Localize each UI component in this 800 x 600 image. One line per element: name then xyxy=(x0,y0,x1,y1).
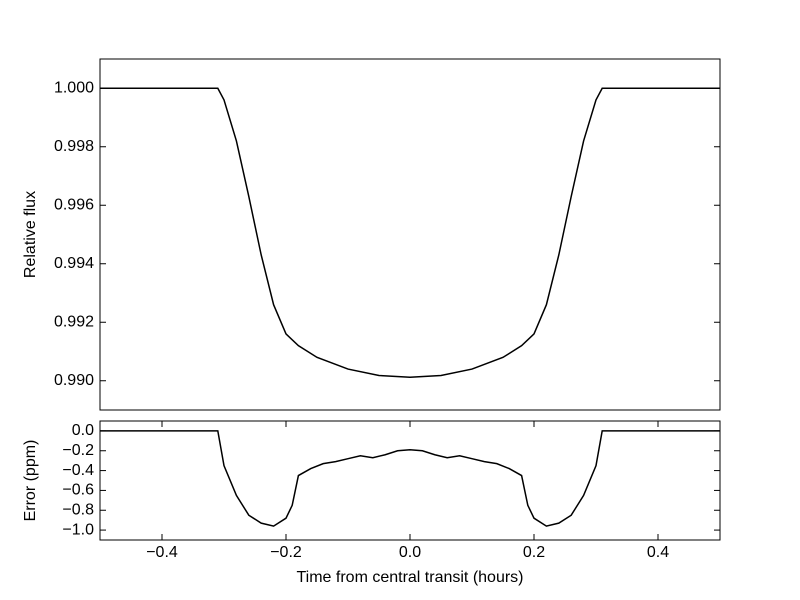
x-tick-label: −0.4 xyxy=(146,544,178,561)
line-series xyxy=(100,430,720,527)
axes-frame xyxy=(99,58,721,411)
y-tick-label: −1.0 xyxy=(62,521,94,538)
y-tick-label: 0.998 xyxy=(54,138,94,155)
x-tick-label: −0.2 xyxy=(270,544,302,561)
y-tick-label: −0.8 xyxy=(62,501,94,518)
y-tick-label: −0.2 xyxy=(62,442,94,459)
y-axis-label: Error (ppm) xyxy=(22,440,39,522)
line-series xyxy=(100,87,720,378)
y-tick-label: 0.0 xyxy=(72,422,94,439)
x-tick-label: 0.4 xyxy=(647,544,669,561)
y-tick-label: −0.6 xyxy=(62,482,94,499)
x-tick-label: 0.0 xyxy=(399,544,421,561)
y-tick-label: 0.992 xyxy=(54,313,94,330)
y-axis-label: Relative flux xyxy=(22,191,39,278)
y-tick-label: 1.000 xyxy=(54,79,94,96)
y-tick-label: 0.996 xyxy=(54,196,94,213)
x-axis-label: Time from central transit (hours) xyxy=(296,569,523,586)
y-tick-label: 0.994 xyxy=(54,255,94,272)
y-tick-label: −0.4 xyxy=(62,462,94,479)
axes-frame xyxy=(99,420,721,541)
y-tick-label: 0.990 xyxy=(54,372,94,389)
x-tick-label: 0.2 xyxy=(523,544,545,561)
